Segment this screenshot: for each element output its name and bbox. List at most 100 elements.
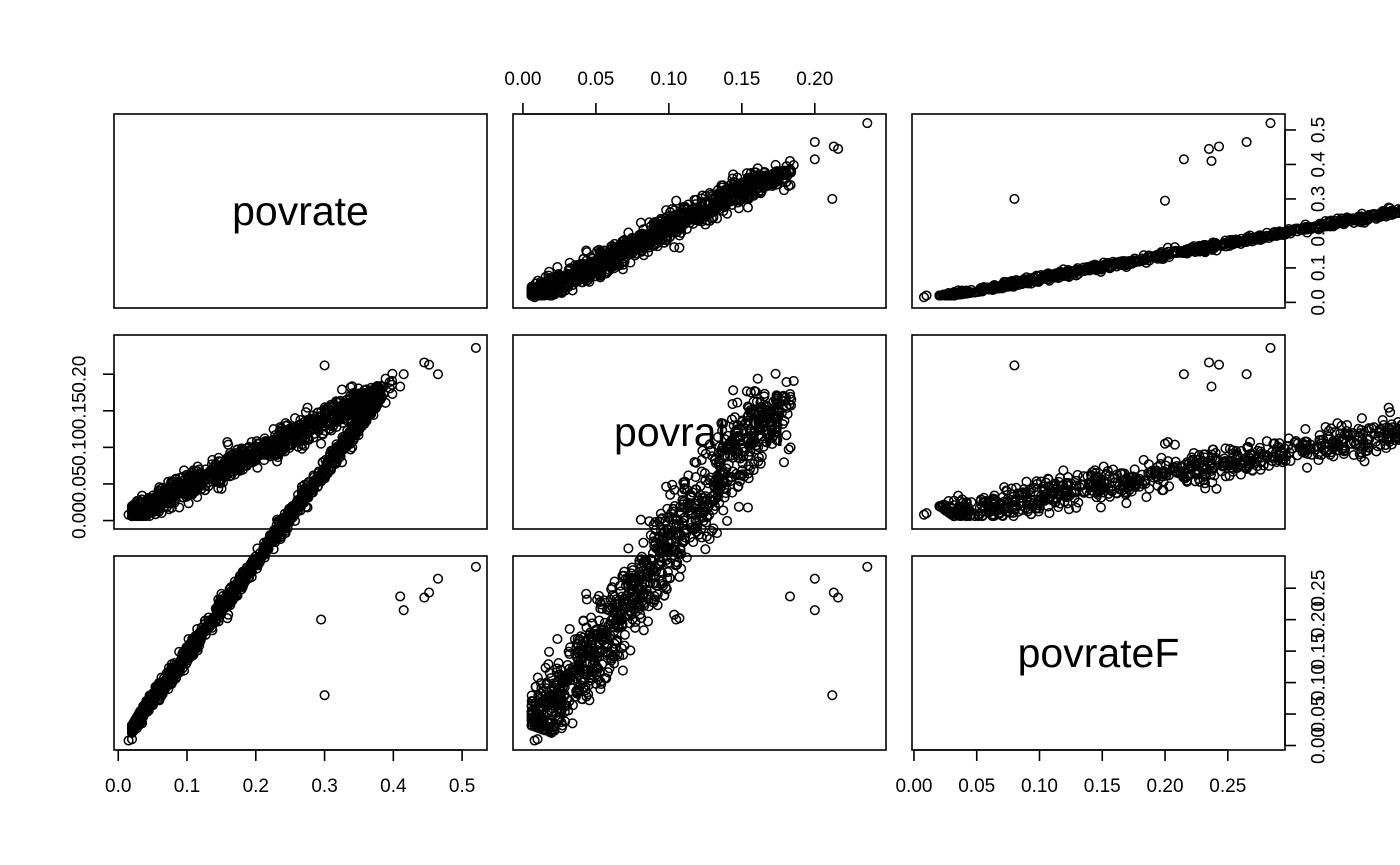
- panel-povrate-vs-povrate: povrate: [113, 113, 488, 309]
- data-point: [592, 266, 604, 277]
- data-point: [532, 290, 543, 301]
- data-point: [1053, 273, 1064, 284]
- data-point: [1117, 258, 1129, 269]
- data-point: [1111, 261, 1122, 272]
- data-point: [1241, 136, 1252, 148]
- data-point: [699, 196, 710, 208]
- data-point: [1397, 204, 1400, 214]
- data-point: [1206, 155, 1217, 167]
- data-point: [1265, 342, 1276, 353]
- data-point: [1213, 359, 1225, 370]
- data-point: [470, 342, 481, 353]
- data-point: [432, 369, 444, 380]
- data-point: [918, 292, 930, 303]
- data-point: [552, 262, 563, 273]
- data-point: [682, 207, 693, 218]
- data-point: [725, 195, 737, 206]
- data-point: [527, 289, 538, 300]
- panel-povrateM-vs-povrateF: [911, 334, 1400, 530]
- data-point: [661, 205, 672, 216]
- data-point: [398, 369, 409, 380]
- data-point: [1393, 204, 1400, 215]
- data-point: [669, 242, 680, 253]
- data-point: [732, 182, 743, 193]
- data-point: [1095, 502, 1106, 513]
- data-point: [650, 223, 661, 234]
- data-point: [638, 250, 649, 261]
- data-point: [1159, 195, 1171, 206]
- panel-frame: [113, 555, 488, 751]
- data-point: [938, 289, 949, 300]
- data-point: [809, 136, 820, 148]
- data-point: [1206, 381, 1217, 392]
- data-point: [635, 217, 646, 228]
- data-point: [682, 203, 693, 214]
- data-point: [1017, 278, 1028, 289]
- data-point: [608, 263, 620, 274]
- panel-povrateM-vs-povrate: [113, 334, 488, 530]
- data-point: [1031, 270, 1042, 281]
- data-point: [660, 215, 671, 226]
- data-point: [827, 193, 838, 204]
- data-point: [1203, 357, 1215, 368]
- data-point: [733, 188, 744, 199]
- data-point: [1193, 244, 1204, 255]
- data-point: [1262, 231, 1273, 242]
- data-point: [1178, 154, 1189, 165]
- data-point: [656, 227, 667, 239]
- data-point: [1071, 270, 1082, 281]
- data-point: [671, 195, 682, 206]
- panel-povrate-vs-povrateF: [911, 113, 1400, 309]
- data-point: [921, 290, 932, 301]
- data-point: [644, 231, 655, 242]
- data-point: [289, 413, 301, 424]
- data-point: [581, 269, 592, 280]
- data-point: [549, 289, 560, 300]
- data-point: [1356, 413, 1367, 424]
- data-point: [648, 240, 659, 251]
- data-point: [551, 271, 562, 283]
- data-point: [833, 143, 844, 154]
- data-point: [1009, 193, 1020, 204]
- data-point: [756, 185, 767, 196]
- data-point: [752, 163, 763, 174]
- data-point: [784, 155, 796, 167]
- data-point: [1356, 211, 1367, 222]
- data-point: [1178, 369, 1189, 380]
- data-point: [1170, 247, 1181, 258]
- data-point: [1100, 259, 1111, 270]
- data-point: [862, 118, 873, 129]
- data-point: [1124, 256, 1135, 267]
- data-point: [1002, 279, 1013, 290]
- panel-frame: [911, 113, 1286, 309]
- data-point: [699, 204, 710, 215]
- data-point: [1213, 141, 1225, 152]
- data-point: [319, 360, 330, 371]
- data-point: [731, 193, 742, 204]
- data-point: [714, 191, 725, 202]
- data-point: [1072, 263, 1083, 274]
- data-point: [741, 168, 752, 179]
- data-point: [1138, 250, 1149, 261]
- variable-label-povrate: povrate: [232, 188, 369, 234]
- data-point: [1241, 369, 1252, 380]
- data-point: [1121, 498, 1132, 509]
- data-point: [1058, 465, 1069, 476]
- data-point: [1063, 266, 1074, 277]
- data-point: [583, 275, 594, 286]
- data-point: [607, 261, 618, 272]
- panel-frame: [113, 113, 488, 309]
- data-point: [1362, 210, 1374, 221]
- data-point: [921, 508, 932, 519]
- data-point: [395, 381, 406, 392]
- data-point: [1150, 251, 1162, 263]
- data-point: [995, 282, 1006, 293]
- data-point: [597, 248, 608, 259]
- data-point: [667, 203, 678, 215]
- data-point: [1177, 247, 1188, 258]
- data-point: [316, 438, 327, 449]
- data-point: [664, 231, 675, 242]
- data-point: [1194, 240, 1205, 251]
- data-point: [1326, 215, 1337, 226]
